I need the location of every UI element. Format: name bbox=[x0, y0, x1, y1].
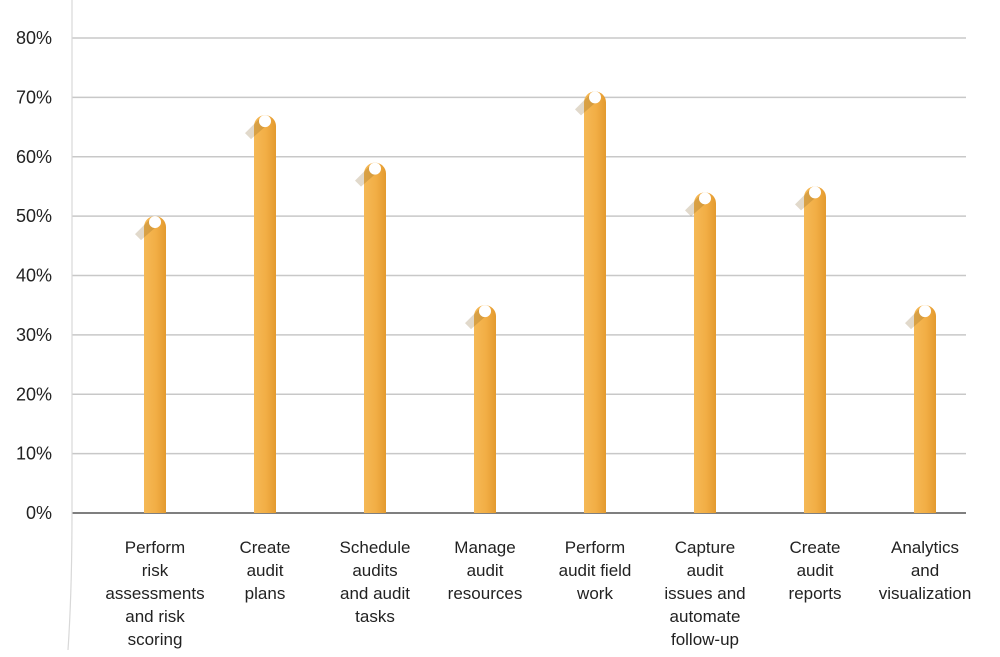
y-axis-line bbox=[67, 0, 73, 651]
bar-base bbox=[364, 501, 386, 513]
data-point-marker bbox=[809, 186, 821, 199]
bar-7 bbox=[795, 186, 826, 513]
category-label: Perform risk assessments and risk scoring bbox=[105, 538, 204, 649]
bar-column bbox=[584, 91, 606, 513]
bar-base bbox=[694, 501, 716, 513]
y-tick-label: 80% bbox=[16, 28, 52, 48]
bar-base bbox=[254, 501, 276, 513]
y-tick-label: 20% bbox=[16, 384, 52, 404]
bar-1 bbox=[135, 216, 166, 513]
bar-2 bbox=[245, 115, 276, 513]
bar-column bbox=[804, 186, 826, 513]
category-label: Capture audit issues and automate follow-up bbox=[664, 538, 745, 649]
y-tick-label: 0% bbox=[26, 503, 52, 523]
bar-4 bbox=[465, 305, 496, 513]
y-tick-label: 40% bbox=[16, 266, 52, 286]
bar-base bbox=[144, 501, 166, 513]
bar-base bbox=[804, 501, 826, 513]
y-tick-label: 70% bbox=[16, 87, 52, 107]
bars bbox=[135, 91, 936, 513]
bar-5 bbox=[575, 91, 606, 513]
data-point-marker bbox=[149, 216, 161, 229]
data-point-marker bbox=[259, 115, 271, 128]
y-tick-labels: 0% 10% 20% 30% 40% 50% 60% 70% 80% bbox=[16, 28, 52, 523]
bar-column bbox=[694, 192, 716, 513]
y-tick-label: 10% bbox=[16, 444, 52, 464]
data-point-marker bbox=[369, 162, 381, 175]
data-point-marker bbox=[699, 192, 711, 205]
bar-base bbox=[584, 501, 606, 513]
y-tick-label: 50% bbox=[16, 206, 52, 226]
category-label: Schedule audits and audit tasks bbox=[340, 538, 411, 626]
bar-column bbox=[144, 216, 166, 513]
y-tick-label: 60% bbox=[16, 147, 52, 167]
bar-base bbox=[914, 501, 936, 513]
data-point-marker bbox=[589, 91, 601, 104]
bar-base bbox=[474, 501, 496, 513]
bar-column bbox=[914, 305, 936, 513]
category-label: Create audit reports bbox=[789, 538, 842, 603]
data-point-marker bbox=[919, 305, 931, 318]
data-point-marker bbox=[479, 305, 491, 318]
bar-column bbox=[254, 115, 276, 513]
y-tick-label: 30% bbox=[16, 325, 52, 345]
category-label: Perform audit field work bbox=[559, 538, 632, 603]
category-label: Analytics and visualization bbox=[879, 538, 972, 603]
bar-8 bbox=[905, 305, 936, 513]
category-label: Create audit plans bbox=[239, 538, 290, 603]
bar-column bbox=[364, 162, 386, 513]
category-label: Manage audit resources bbox=[448, 538, 523, 603]
bar-6 bbox=[685, 192, 716, 513]
grid-lines bbox=[72, 37, 966, 455]
category-labels: Perform risk assessments and risk scoring Cre… bbox=[105, 538, 971, 649]
bar-column bbox=[474, 305, 496, 513]
bar-3 bbox=[355, 162, 386, 513]
